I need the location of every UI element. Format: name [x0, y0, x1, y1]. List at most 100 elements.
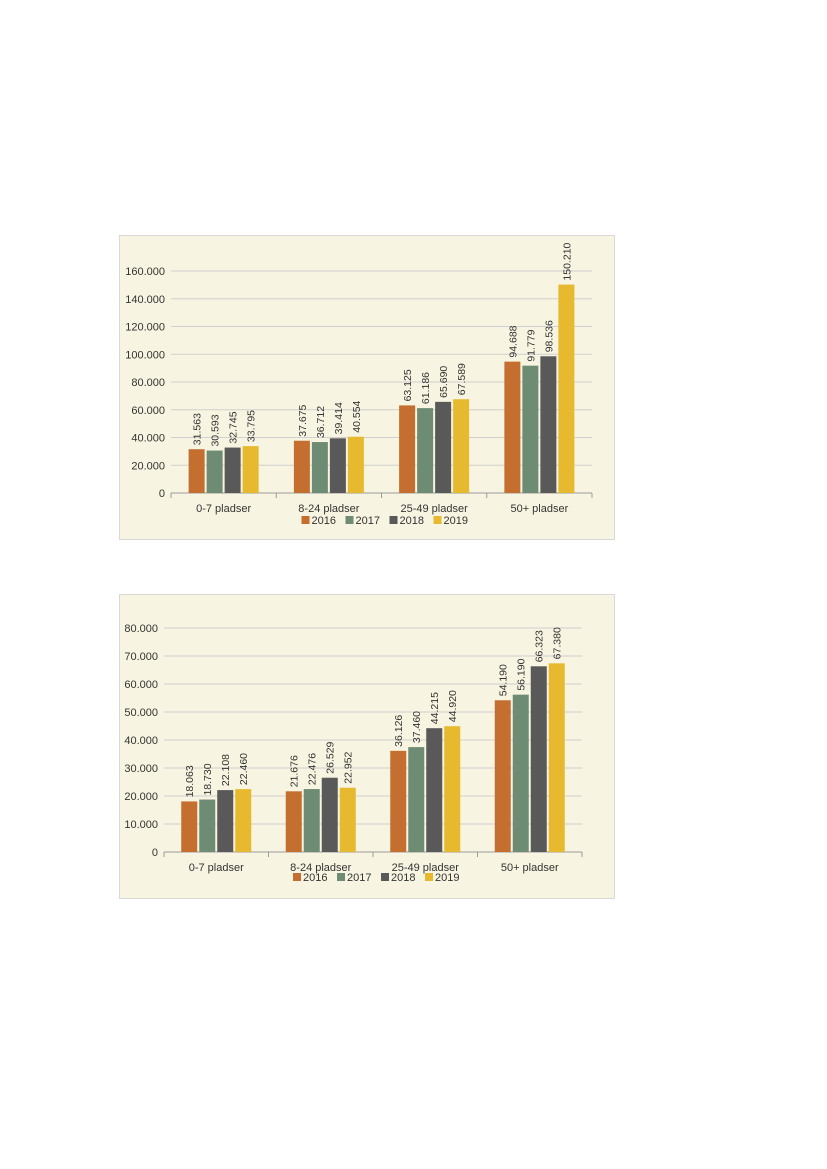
- legend-label-2018: 2018: [400, 515, 424, 527]
- legend-swatch-2018: [381, 873, 389, 881]
- bar-2019: [444, 726, 461, 852]
- x-category-label: 25-49 pladser: [392, 862, 460, 874]
- bar-2019: [347, 436, 364, 493]
- y-tick-label: 160.000: [125, 266, 165, 278]
- data-label: 22.460: [238, 753, 250, 785]
- legend-swatch-2019: [433, 516, 442, 524]
- y-tick-label: 50.000: [124, 707, 158, 719]
- bar-2016: [390, 750, 407, 852]
- y-tick-label: 60.000: [124, 679, 158, 691]
- data-label: 150.210: [561, 242, 573, 280]
- y-tick-label: 40.000: [124, 735, 158, 747]
- data-label: 36.712: [315, 406, 327, 438]
- data-label: 37.460: [411, 711, 423, 743]
- y-tick-label: 70.000: [124, 651, 158, 663]
- data-label: 67.589: [456, 363, 468, 395]
- data-label: 54.190: [498, 664, 510, 696]
- x-category-label: 50+ pladser: [510, 503, 568, 515]
- legend-swatch-2019: [425, 873, 433, 881]
- chart-panel-1: 0 20.000 40.000 60.000 80.000 100.000 120.000 1…: [119, 235, 615, 540]
- data-label: 44.920: [447, 690, 459, 722]
- x-category-label: 0-7 pladser: [196, 503, 251, 515]
- legend-swatch-2016: [301, 516, 310, 524]
- bar-chart-2: 0 10.000 20.000 30.000 40.000 50.000 60.000 70.…: [124, 623, 583, 884]
- data-label: 21.676: [289, 755, 301, 787]
- bar-2019: [235, 789, 252, 852]
- data-label: 33.795: [246, 410, 258, 442]
- bar-2018: [329, 438, 346, 493]
- bar-2016: [293, 440, 310, 493]
- legend-swatch-2018: [389, 516, 398, 524]
- bar-2018: [217, 790, 234, 852]
- bar-2018: [435, 401, 452, 493]
- bar-2017: [311, 442, 328, 493]
- legend-swatch-2017: [345, 516, 354, 524]
- data-label: 44.215: [429, 692, 441, 724]
- y-tick-label: 60.000: [131, 405, 165, 417]
- y-tick-label: 20.000: [124, 791, 158, 803]
- y-tick-label: 20.000: [131, 460, 165, 472]
- bar-2018: [321, 777, 338, 852]
- data-label: 18.063: [184, 765, 196, 797]
- chart-panel-2: 0 10.000 20.000 30.000 40.000 50.000 60.000 70.…: [119, 594, 615, 899]
- bar-2017: [522, 365, 539, 493]
- bar-2017: [303, 789, 320, 852]
- bar-2019: [339, 787, 356, 852]
- bar-2016: [181, 801, 198, 852]
- y-tick-label: 40.000: [131, 433, 165, 445]
- data-label: 40.554: [351, 400, 363, 432]
- bar-2019: [242, 446, 259, 493]
- data-label: 65.690: [438, 366, 450, 398]
- data-label: 67.380: [552, 627, 564, 659]
- legend-label-2016: 2016: [303, 872, 327, 884]
- data-label: 26.529: [325, 741, 337, 773]
- x-category-label: 8-24 pladser: [290, 862, 351, 874]
- data-label: 94.688: [507, 325, 519, 357]
- bar-2016: [399, 405, 416, 493]
- bar-2016: [494, 700, 511, 852]
- y-tick-label: 30.000: [124, 763, 158, 775]
- legend-label-2017: 2017: [347, 872, 371, 884]
- data-label: 56.190: [516, 658, 528, 690]
- bar-2019: [453, 399, 470, 493]
- data-label: 36.126: [393, 715, 405, 747]
- legend-label-2017: 2017: [356, 515, 380, 527]
- y-tick-label: 120.000: [125, 322, 165, 334]
- data-label: 30.593: [210, 414, 222, 446]
- legend-label-2019: 2019: [444, 515, 468, 527]
- data-label: 32.745: [228, 411, 240, 443]
- legend-label-2016: 2016: [312, 515, 336, 527]
- data-label: 31.563: [192, 413, 204, 445]
- bar-2018: [530, 666, 547, 852]
- data-label: 63.125: [402, 369, 414, 401]
- bar-2016: [188, 449, 205, 493]
- bar-2017: [199, 799, 216, 852]
- bar-2019: [548, 663, 565, 852]
- bar-2018: [224, 447, 241, 493]
- data-label: 98.536: [543, 320, 555, 352]
- data-label: 66.323: [534, 630, 546, 662]
- x-category-label: 0-7 pladser: [189, 862, 244, 874]
- x-category-label: 25-49 pladser: [400, 503, 468, 515]
- bar-2017: [512, 694, 529, 852]
- y-tick-label: 10.000: [124, 819, 158, 831]
- x-category-label: 50+ pladser: [501, 862, 559, 874]
- data-label: 22.476: [307, 753, 319, 785]
- legend-swatch-2017: [337, 873, 345, 881]
- bar-2017: [417, 408, 434, 493]
- bar-2018: [426, 728, 443, 852]
- y-tick-label: 80.000: [124, 623, 158, 635]
- bar-2016: [504, 361, 521, 493]
- bar-2017: [408, 747, 425, 852]
- data-label: 22.952: [343, 751, 355, 783]
- legend-label-2018: 2018: [391, 872, 415, 884]
- y-tick-label: 0: [152, 847, 158, 859]
- data-label: 91.779: [525, 329, 537, 361]
- data-label: 39.414: [333, 402, 345, 434]
- legend-label-2019: 2019: [435, 872, 459, 884]
- bar-chart-1: 0 20.000 40.000 60.000 80.000 100.000 120.000 1…: [125, 242, 593, 527]
- data-label: 61.186: [420, 372, 432, 404]
- data-label: 18.730: [202, 763, 214, 795]
- bar-2019: [558, 284, 575, 493]
- x-category-label: 8-24 pladser: [298, 503, 359, 515]
